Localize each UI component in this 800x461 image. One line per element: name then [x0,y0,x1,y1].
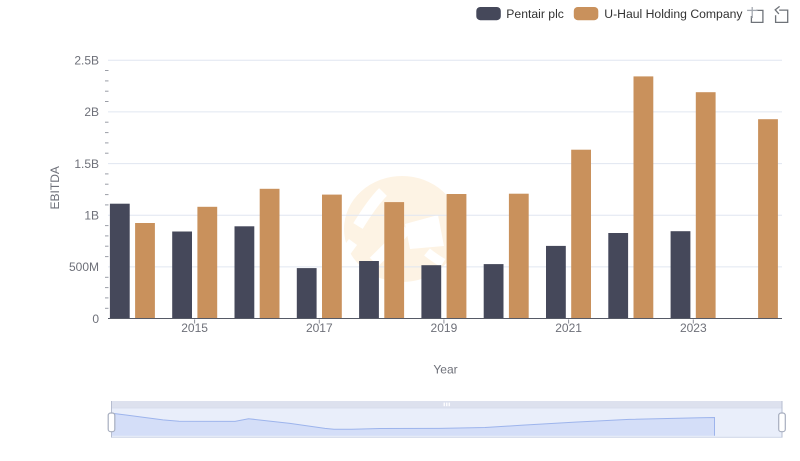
svg-text:0: 0 [92,312,99,326]
svg-text:1B: 1B [84,208,99,222]
svg-text:2021: 2021 [555,321,582,335]
svg-text:2B: 2B [84,105,99,119]
svg-text:500M: 500M [69,260,99,274]
svg-text:EBITDA: EBITDA [48,166,62,209]
svg-text:2.5B: 2.5B [74,53,99,67]
svg-text:Year: Year [433,363,457,377]
svg-text:2015: 2015 [181,321,208,335]
svg-text:U-Haul Holding Company: U-Haul Holding Company [604,7,743,21]
svg-text:1.5B: 1.5B [74,157,99,171]
svg-text:Pentair plc: Pentair plc [506,7,564,21]
svg-text:2023: 2023 [680,321,707,335]
svg-text:2017: 2017 [306,321,333,335]
svg-text:2019: 2019 [431,321,458,335]
